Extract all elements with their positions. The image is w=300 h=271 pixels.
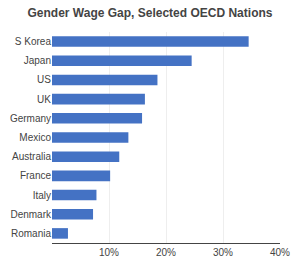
svg-text:40%: 40% xyxy=(270,247,290,258)
svg-text:S Korea: S Korea xyxy=(15,36,52,47)
svg-text:10%: 10% xyxy=(99,247,119,258)
svg-text:US: US xyxy=(37,74,51,85)
svg-text:Germany: Germany xyxy=(10,113,51,124)
svg-text:Gender Wage Gap, Selected OECD: Gender Wage Gap, Selected OECD Nations xyxy=(28,6,273,20)
svg-text:Mexico: Mexico xyxy=(19,132,51,143)
svg-text:Italy: Italy xyxy=(33,190,51,201)
svg-text:Japan: Japan xyxy=(24,55,51,66)
svg-text:20%: 20% xyxy=(156,247,176,258)
svg-text:Denmark: Denmark xyxy=(10,209,52,220)
svg-text:Romania: Romania xyxy=(11,228,51,239)
svg-text:Australia: Australia xyxy=(12,151,51,162)
svg-text:UK: UK xyxy=(37,94,51,105)
svg-text:30%: 30% xyxy=(213,247,233,258)
svg-text:France: France xyxy=(20,170,52,181)
